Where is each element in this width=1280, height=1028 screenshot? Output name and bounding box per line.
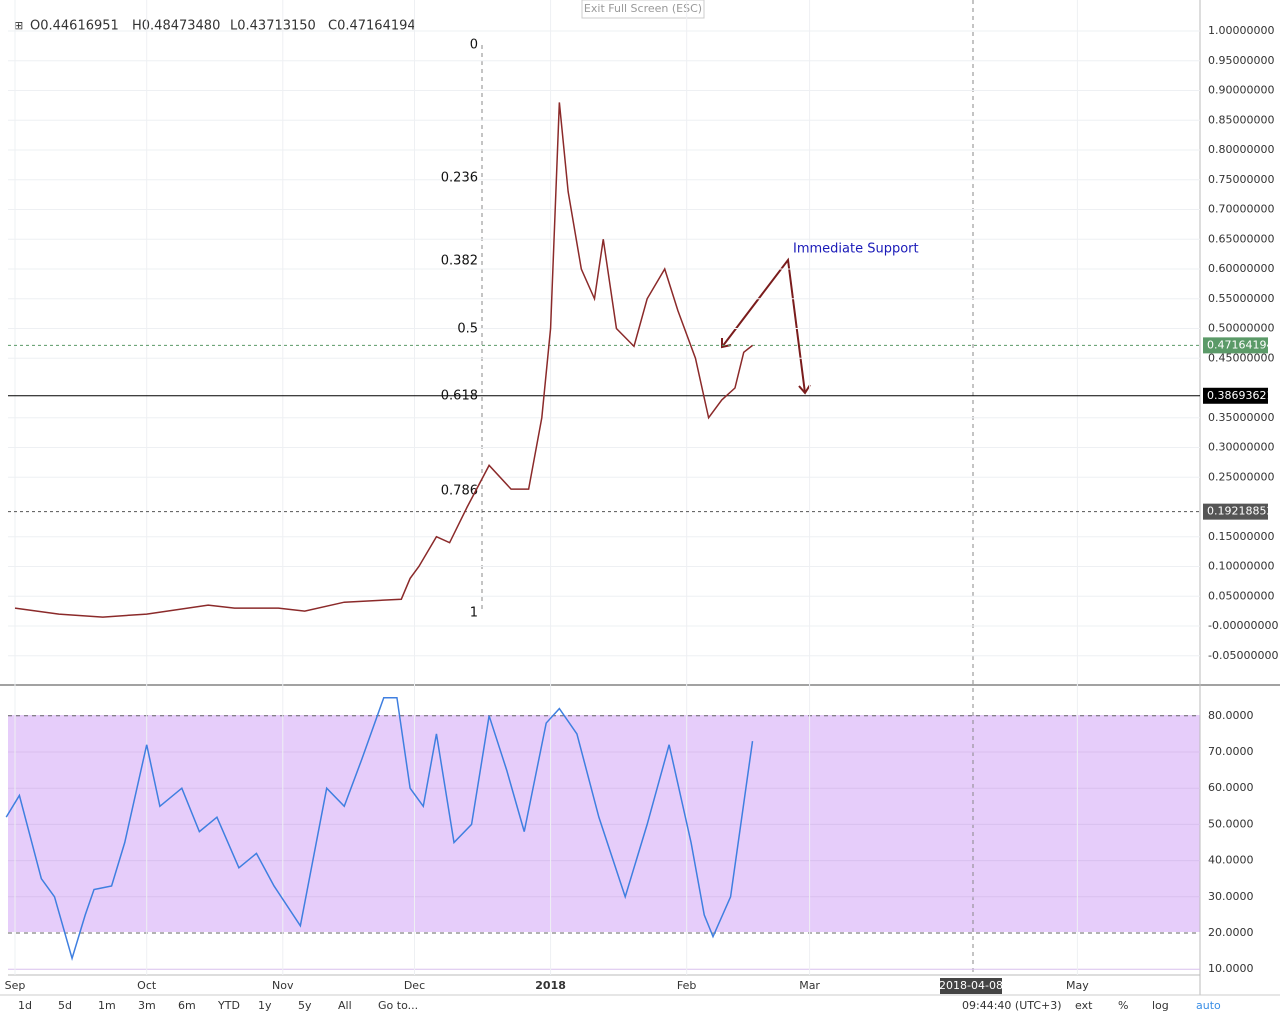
price-tick-label: 0.75000000	[1208, 173, 1274, 186]
fib-label: 0.382	[441, 254, 478, 269]
price-tick-label: 0.05000000	[1208, 589, 1274, 602]
time-label: May	[1066, 979, 1089, 992]
exit-button[interactable]	[581, 0, 705, 19]
price-tick-label: 0.35000000	[1208, 411, 1274, 424]
time-label: Nov	[272, 979, 294, 992]
price-tick-label: 0.10000000	[1208, 560, 1274, 573]
option-button[interactable]: ext	[1075, 999, 1093, 1012]
price-tick-label: -0.05000000	[1208, 649, 1278, 662]
range-button[interactable]: 1d	[18, 999, 32, 1012]
time-label: 2018	[535, 979, 566, 992]
range-button[interactable]: 6m	[178, 999, 196, 1012]
stoch-k-line	[5, 696, 754, 961]
price-tick-label: 0.95000000	[1208, 54, 1274, 67]
price-tick-label: 0.50000000	[1208, 322, 1274, 335]
ohlc-close: C0.47164194	[328, 19, 416, 34]
price-tick-label: 1.00000000	[1208, 24, 1274, 37]
stoch-tick-label: 70.0000	[1208, 745, 1254, 758]
time-label: Mar	[799, 979, 820, 992]
range-button[interactable]: 3m	[138, 999, 156, 1012]
stoch-tick-label: 40.0000	[1208, 854, 1254, 867]
fib-label: 0.236	[441, 171, 478, 186]
option-button[interactable]: log	[1152, 999, 1169, 1012]
range-button[interactable]: YTD	[217, 999, 240, 1012]
exit-text[interactable]: Exit Full Screen (ESC)	[584, 2, 702, 15]
annotation: Immediate Support	[793, 242, 919, 257]
header-icon: ⊞	[14, 19, 23, 32]
range-button[interactable]: 5y	[298, 999, 312, 1012]
range-button[interactable]: All	[338, 999, 352, 1012]
price-line	[14, 102, 753, 618]
range-button[interactable]: 5d	[58, 999, 72, 1012]
time-label: Sep	[5, 979, 26, 992]
fib-label: 0.786	[441, 484, 478, 499]
option-button[interactable]: %	[1118, 999, 1128, 1012]
price-marker-label: 0.38693621	[1207, 389, 1273, 402]
price-tick-label: 0.55000000	[1208, 292, 1274, 305]
stoch-tick-label: 60.0000	[1208, 781, 1254, 794]
stoch-tick-label: 50.0000	[1208, 817, 1254, 830]
stoch-tick-label: 20.0000	[1208, 926, 1254, 939]
stoch-tick-label: 80.0000	[1208, 709, 1254, 722]
range-button[interactable]: Go to...	[378, 999, 418, 1012]
price-marker-label: 0.19218852	[1207, 505, 1273, 518]
fib-label: 0	[470, 38, 478, 53]
stoch-band	[8, 715, 1200, 932]
time-label: Dec	[404, 979, 425, 992]
date-badge-text: 2018-04-08	[939, 979, 1003, 992]
price-tick-label: 0.25000000	[1208, 470, 1274, 483]
time-label: Oct	[137, 979, 157, 992]
price-marker-box	[1203, 387, 1268, 404]
fib-label: 0.618	[441, 389, 478, 404]
price-tick-label: 0.70000000	[1208, 203, 1274, 216]
option-button[interactable]: auto	[1196, 999, 1221, 1012]
price-tick-label: 0.15000000	[1208, 530, 1274, 543]
time-label: Feb	[677, 979, 696, 992]
fib-label: 1	[470, 606, 478, 621]
price-tick-label: 0.85000000	[1208, 113, 1274, 126]
price-tick-label: 0.90000000	[1208, 84, 1274, 97]
price-marker-box	[1203, 337, 1268, 354]
stoch-tick-label: 10.0000	[1208, 962, 1254, 975]
ohlc-open: O0.44616951	[30, 19, 119, 34]
price-tick-label: -0.00000000	[1208, 619, 1278, 632]
range-button[interactable]: 1y	[258, 999, 272, 1012]
price-tick-label: 0.30000000	[1208, 441, 1274, 454]
price-marker-label: 0.47164194	[1207, 338, 1273, 351]
price-marker-box	[1203, 503, 1268, 520]
price-tick-label: 0.65000000	[1208, 232, 1274, 245]
ohlc-low: L0.43713150	[230, 19, 316, 34]
price-tick-label: 0.45000000	[1208, 351, 1274, 364]
clock: 09:44:40 (UTC+3)	[962, 999, 1062, 1012]
fib-label: 0.5	[457, 322, 478, 337]
support-arrows	[721, 257, 811, 395]
ohlc-high: H0.48473480	[132, 19, 220, 34]
price-tick-label: 0.80000000	[1208, 143, 1274, 156]
stoch-tick-label: 30.0000	[1208, 890, 1254, 903]
range-button[interactable]: 1m	[98, 999, 116, 1012]
date-badge	[940, 978, 1002, 994]
price-tick-label: 0.60000000	[1208, 262, 1274, 275]
